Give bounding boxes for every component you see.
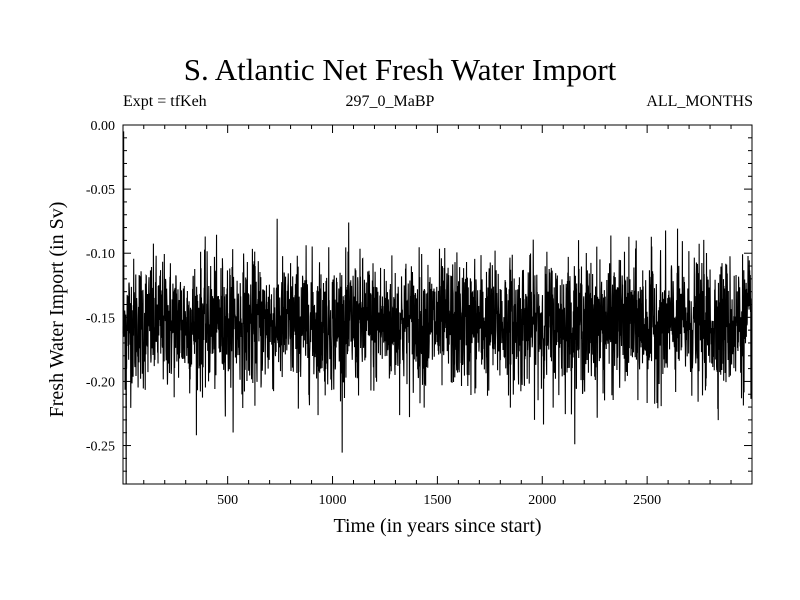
period-label: 297_0_MaBP bbox=[345, 93, 435, 110]
y-tick-label: -0.20 bbox=[86, 375, 115, 390]
series-line bbox=[122, 131, 753, 485]
series-layer bbox=[122, 131, 753, 485]
chart-title: S. Atlantic Net Fresh Water Import bbox=[183, 52, 617, 87]
ticks-layer: 500 1000 1500 2000 2500 0.00 -0.05 -0.10 -0.15 -0… bbox=[86, 119, 752, 508]
y-tick-label: -0.15 bbox=[86, 311, 115, 326]
x-axis-title: Time (in years since start) bbox=[333, 515, 541, 537]
y-tick-label: -0.10 bbox=[86, 247, 115, 262]
x-tick-label: 2000 bbox=[528, 493, 556, 508]
y-tick-label: -0.25 bbox=[86, 440, 115, 455]
x-tick-label: 1500 bbox=[423, 493, 451, 508]
y-tick-label: 0.00 bbox=[91, 119, 116, 134]
y-axis-title: Fresh Water Import (in Sv) bbox=[46, 202, 68, 418]
x-tick-label: 2500 bbox=[633, 493, 661, 508]
months-label: ALL_MONTHS bbox=[646, 93, 753, 110]
x-tick-label: 500 bbox=[217, 493, 238, 508]
experiment-label: Expt = tfKeh bbox=[123, 93, 207, 110]
x-tick-label: 1000 bbox=[319, 493, 347, 508]
y-tick-label: -0.05 bbox=[86, 183, 115, 198]
